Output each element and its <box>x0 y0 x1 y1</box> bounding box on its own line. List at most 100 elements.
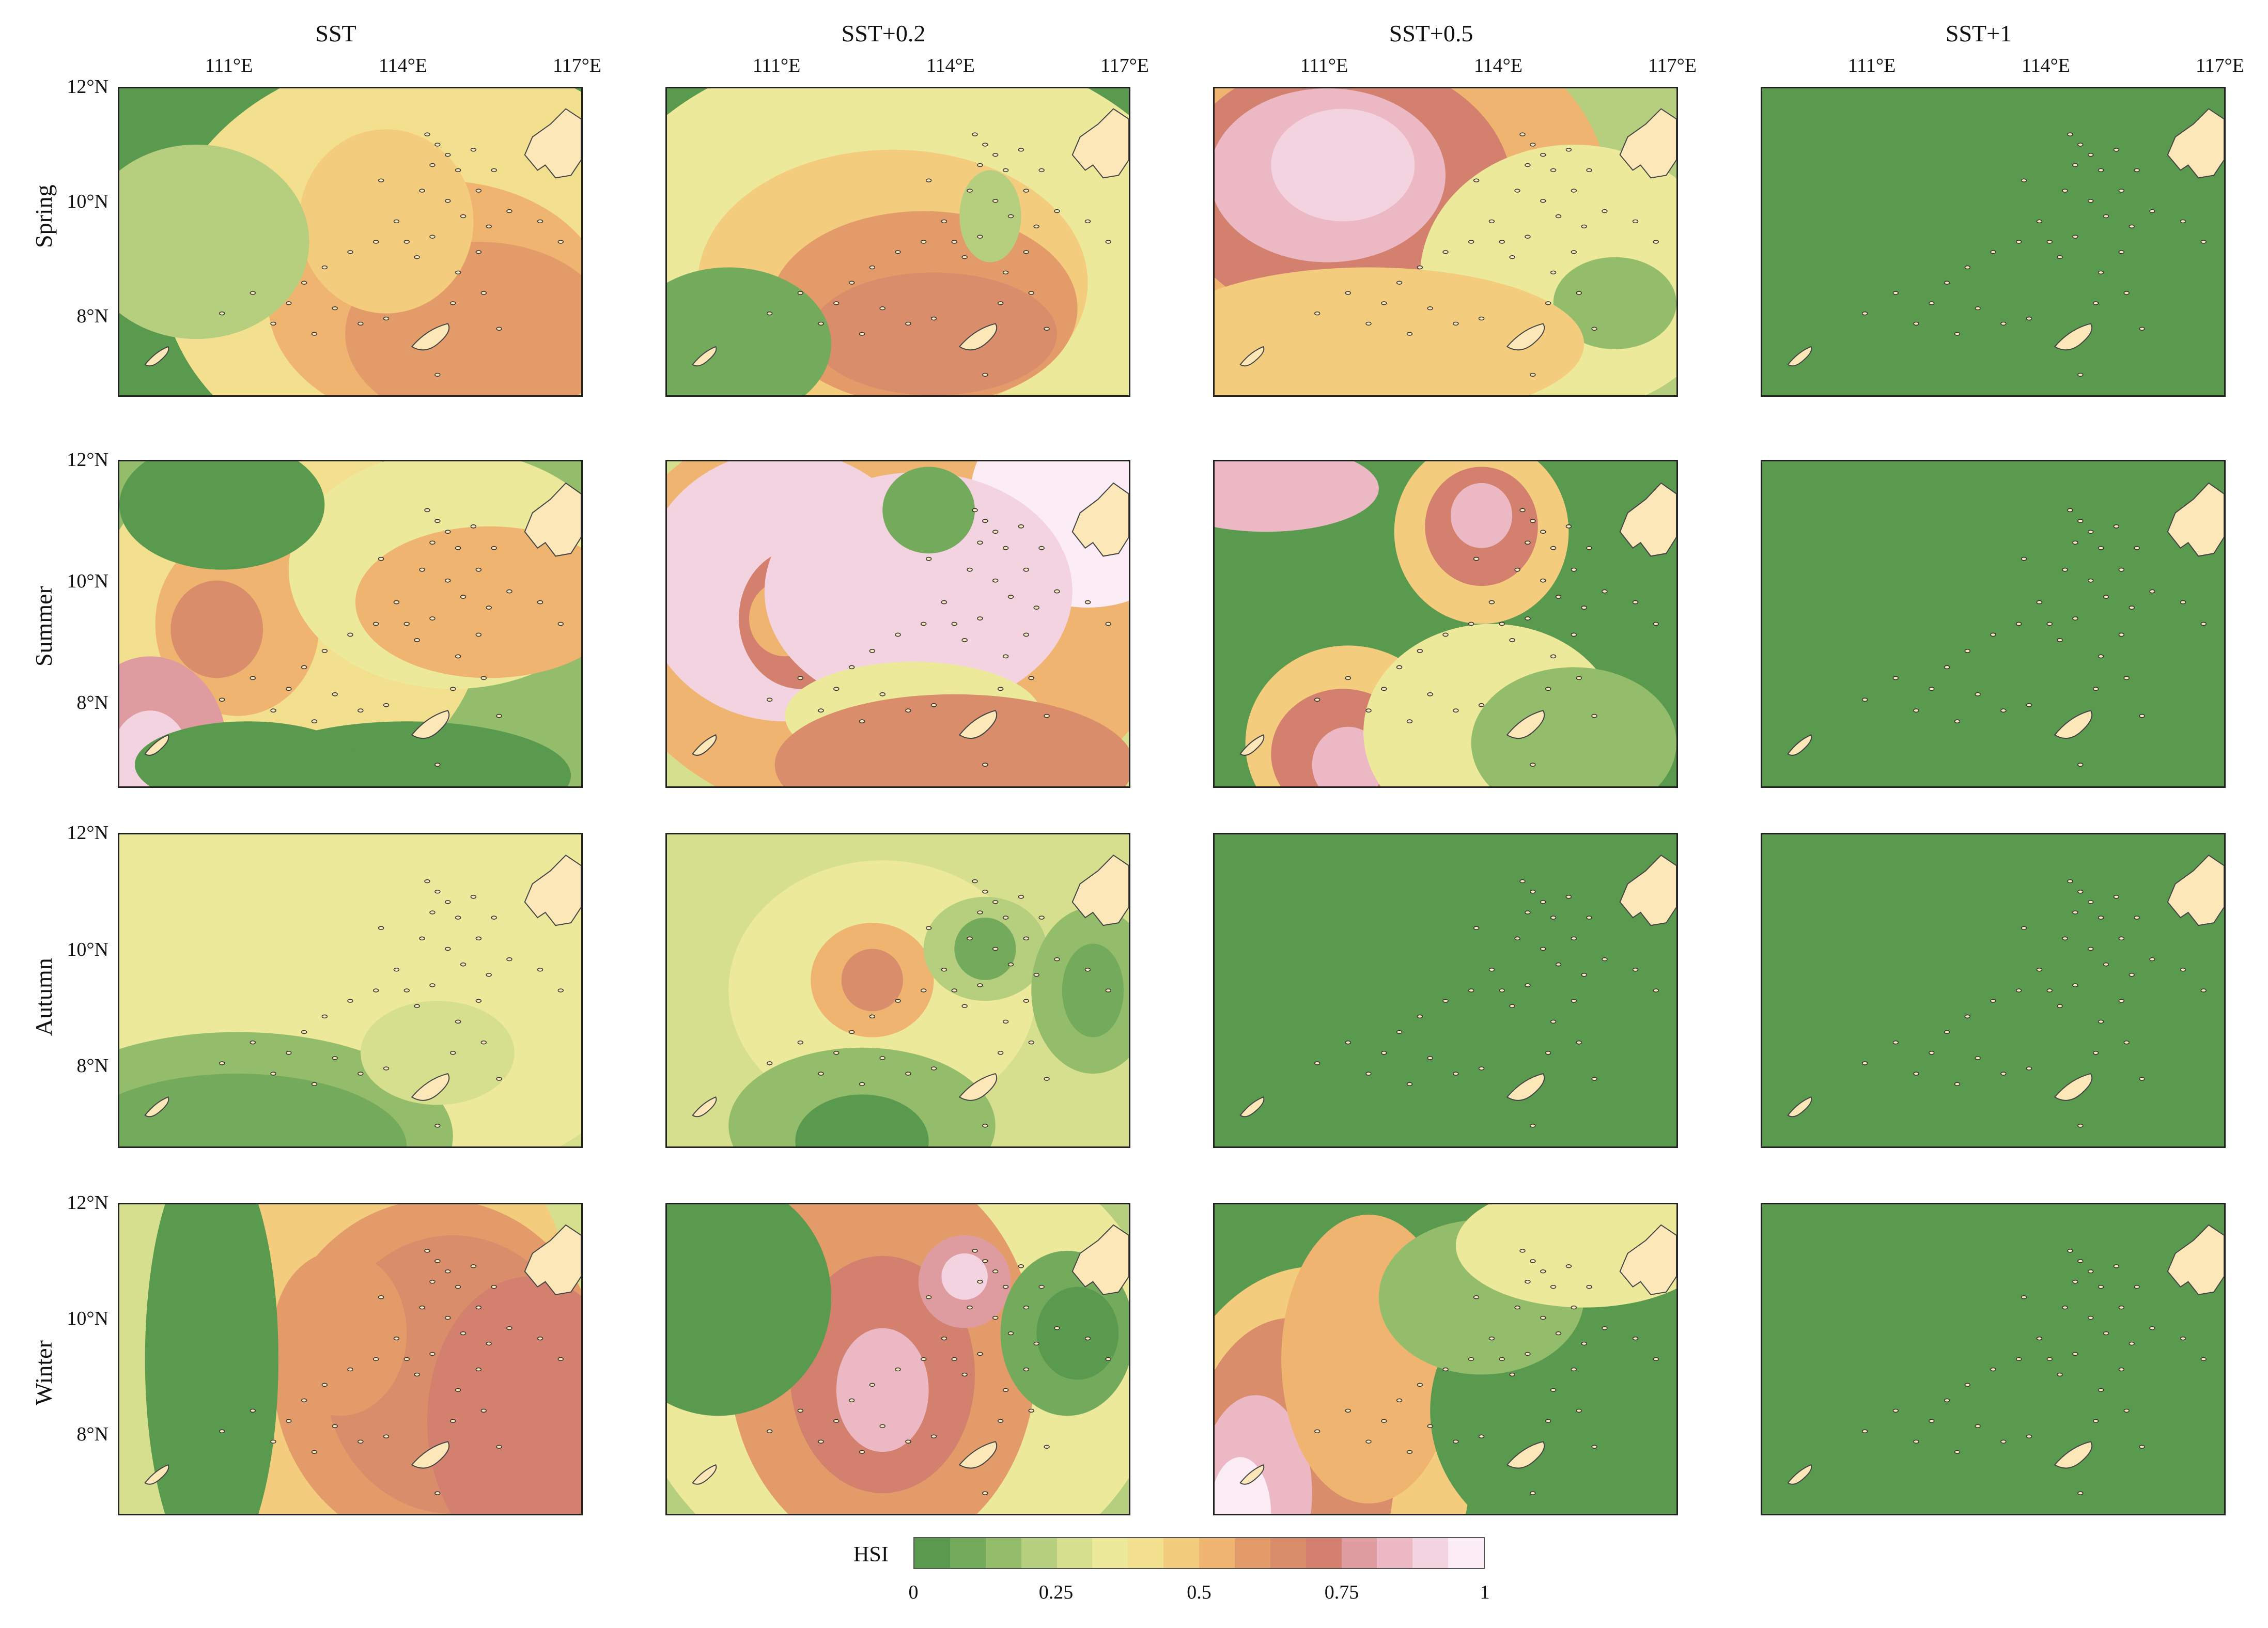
lon-tick: 117°E <box>1100 55 1149 76</box>
reef-marker <box>1345 291 1351 295</box>
reef-marker <box>1581 606 1587 610</box>
reef-marker <box>445 199 451 203</box>
reef-marker <box>2098 1284 2104 1289</box>
reef-marker <box>930 703 937 707</box>
reef-marker <box>2129 973 2135 977</box>
reef-marker <box>434 1123 441 1128</box>
reef-marker <box>1565 148 1572 152</box>
colorbar-swatch <box>1306 1538 1342 1568</box>
reef-marker <box>1406 332 1413 336</box>
reef-marker <box>1565 1264 1572 1268</box>
reef-marker <box>2057 255 2063 259</box>
reef-marker <box>2000 1072 2007 1076</box>
reef-marker <box>2000 321 2007 326</box>
reef-marker <box>1519 132 1526 136</box>
reef-marker <box>2062 936 2068 941</box>
reef-marker <box>2062 567 2068 572</box>
reef-marker <box>1944 665 1950 670</box>
reef-marker <box>1417 1014 1423 1019</box>
hsi-background <box>1762 1204 2224 1514</box>
reef-marker <box>818 708 824 713</box>
map-panel-summer-4 <box>1761 460 2226 788</box>
colorbar-swatch <box>1128 1538 1164 1568</box>
reef-marker <box>2180 1336 2186 1341</box>
reef-marker <box>1861 1429 1868 1434</box>
reef-marker <box>2072 540 2078 545</box>
reef-marker <box>2077 519 2084 523</box>
reef-marker <box>445 152 451 157</box>
reef-marker <box>393 967 400 972</box>
reef-marker <box>1514 936 1520 941</box>
reef-marker <box>2067 1249 2073 1253</box>
reef-marker <box>219 311 225 316</box>
map-panel-winter-3 <box>1213 1203 1678 1515</box>
reef-marker <box>1944 1398 1950 1403</box>
lat-tick: 10°N <box>67 570 108 592</box>
reef-marker <box>2088 152 2094 157</box>
reef-marker <box>434 889 441 894</box>
reef-marker <box>1054 589 1060 594</box>
reef-marker <box>1473 1295 1480 1299</box>
reef-marker <box>982 143 988 147</box>
lon-tick: 117°E <box>553 55 601 76</box>
reef-marker <box>982 373 988 377</box>
map-panel-spring-3 <box>1213 87 1678 397</box>
hsi-background <box>1215 834 1676 1146</box>
island-shape <box>692 1096 717 1118</box>
reef-marker <box>321 1383 328 1387</box>
colorbar-swatch <box>1448 1538 1484 1568</box>
reef-marker <box>2118 999 2125 1003</box>
reef-marker <box>977 1280 983 1284</box>
reef-marker <box>480 1408 487 1413</box>
reef-marker <box>1540 1315 1546 1320</box>
reef-marker <box>1033 224 1039 229</box>
reef-marker <box>925 926 932 930</box>
reef-marker <box>2123 291 2130 295</box>
column-title-sst-0-2: SST+0.2 <box>841 20 926 46</box>
island-shape <box>692 346 717 367</box>
reef-marker <box>1913 708 1919 713</box>
reef-marker <box>1591 1077 1597 1081</box>
reef-marker <box>311 719 318 724</box>
reef-marker <box>1473 556 1480 561</box>
island-shape <box>1239 734 1265 756</box>
reef-marker <box>1314 311 1321 316</box>
reef-marker <box>1453 321 1459 326</box>
reef-marker <box>1525 910 1531 914</box>
reef-marker <box>480 676 487 680</box>
reef-marker <box>992 1269 999 1274</box>
reef-marker <box>1555 1331 1562 1336</box>
island-shape <box>1787 346 1812 367</box>
reef-marker <box>2092 1051 2099 1055</box>
reef-marker <box>2118 1305 2125 1310</box>
reef-marker <box>2057 1004 2063 1008</box>
reef-marker <box>2134 168 2140 173</box>
reef-marker <box>905 1072 911 1076</box>
reef-marker <box>496 1077 502 1081</box>
map-panel-winter-1 <box>118 1203 583 1515</box>
reef-marker <box>818 1072 824 1076</box>
reef-marker <box>1525 983 1531 987</box>
reef-marker <box>1468 988 1474 993</box>
colorbar <box>913 1537 1485 1569</box>
reef-marker <box>1576 1040 1582 1045</box>
reef-marker <box>429 235 436 239</box>
reef-marker <box>1345 676 1351 680</box>
reef-marker <box>1473 178 1480 182</box>
row-title-autumn: Autumn <box>30 958 57 1036</box>
reef-marker <box>486 224 492 229</box>
reef-marker <box>1913 1072 1919 1076</box>
reef-marker <box>301 665 307 670</box>
reef-marker <box>270 708 276 713</box>
reef-marker <box>1345 1040 1351 1045</box>
reef-marker <box>358 1439 364 1444</box>
reef-marker <box>1509 1004 1515 1008</box>
reef-marker <box>1586 916 1592 920</box>
reef-marker <box>219 1429 225 1434</box>
hsi-contour <box>145 1204 278 1514</box>
hsi-contour <box>360 1001 515 1105</box>
reef-marker <box>1892 291 1899 295</box>
hsi-contour <box>119 461 325 570</box>
reef-marker <box>2149 957 2155 962</box>
reef-marker <box>270 1072 276 1076</box>
